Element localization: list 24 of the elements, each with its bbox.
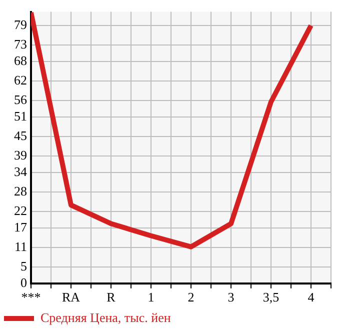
y-tick-label: 28 (14, 183, 27, 198)
x-tick-label: 3 (228, 290, 234, 305)
y-tick-label: 11 (14, 238, 27, 254)
y-tick-label: 5 (20, 258, 27, 274)
y-tick-label: 73 (14, 36, 27, 52)
x-tick-label: 2 (188, 290, 194, 305)
x-tick-label: RA (62, 290, 81, 305)
y-tick-label: 79 (14, 16, 27, 32)
x-tick-label: *** (21, 290, 41, 305)
y-tick-label: 34 (14, 164, 28, 179)
y-tick-label: 17 (14, 219, 28, 234)
x-tick-label: 1 (148, 290, 154, 305)
y-tick-label: 0 (20, 274, 27, 290)
y-tick-label: 45 (14, 128, 27, 143)
y-tick-label: 51 (14, 108, 27, 124)
x-tick-label: 4 (308, 290, 315, 305)
legend-label: Средняя Цена, тыс. йен (40, 310, 171, 325)
y-tick-label: 68 (14, 52, 27, 68)
y-tick-label: 56 (14, 92, 28, 108)
y-tick-label: 62 (14, 72, 27, 88)
x-tick-label: 3,5 (262, 290, 280, 305)
y-tick-label: 39 (14, 148, 27, 163)
x-tick-label: R (106, 290, 116, 305)
y-tick-label: 22 (14, 203, 27, 218)
